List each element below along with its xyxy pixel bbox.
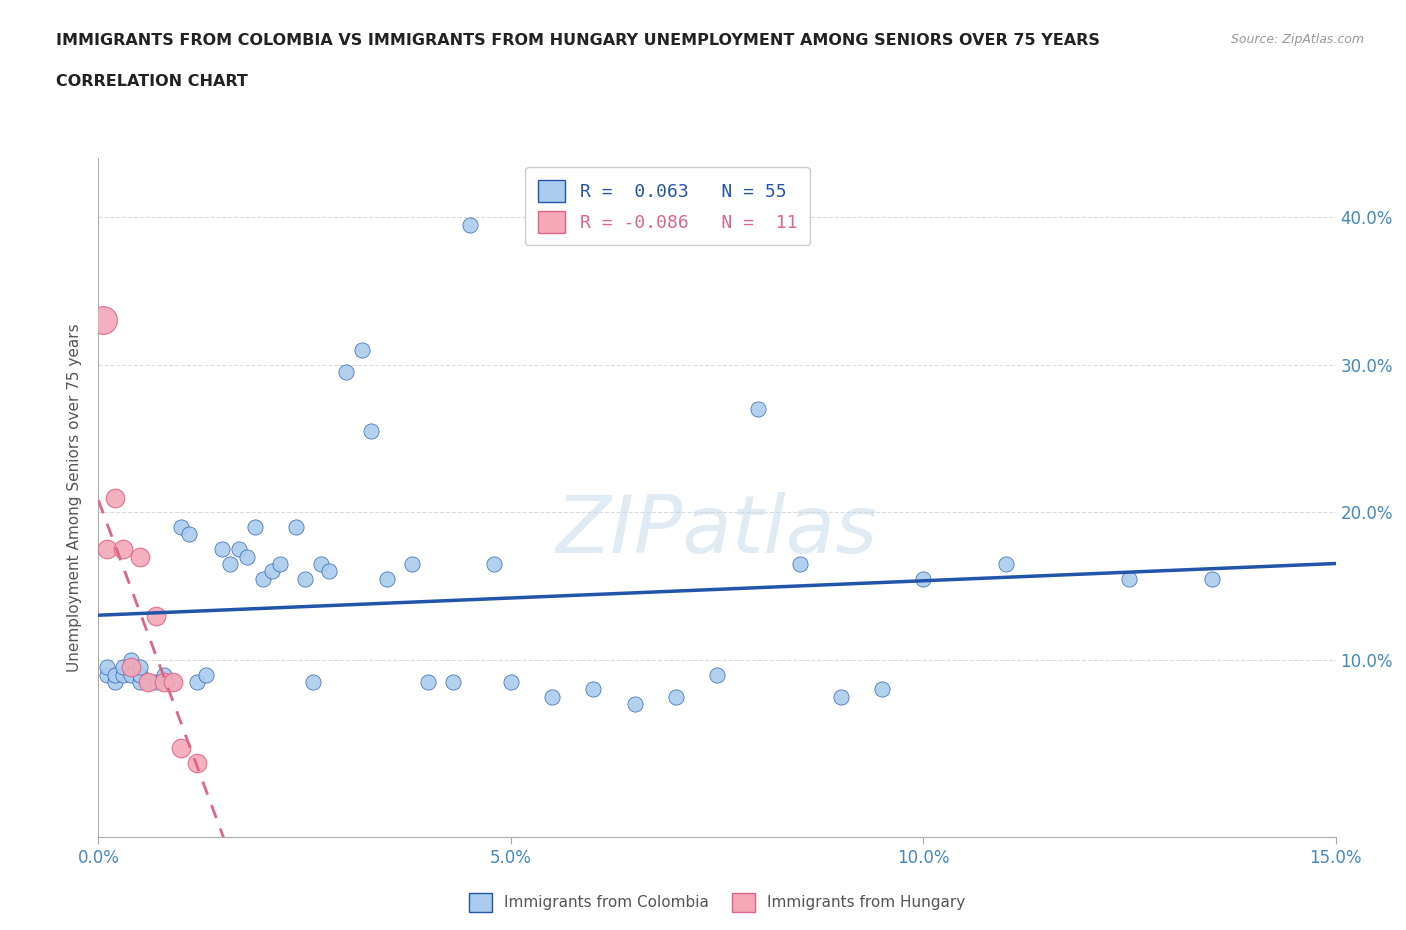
Point bbox=[104, 674, 127, 689]
Point bbox=[120, 660, 142, 675]
Point bbox=[128, 549, 150, 564]
Text: Source: ZipAtlas.com: Source: ZipAtlas.com bbox=[1230, 33, 1364, 46]
Point bbox=[360, 424, 382, 439]
Point bbox=[294, 571, 316, 586]
Point bbox=[375, 571, 398, 586]
Point bbox=[104, 667, 127, 682]
Point bbox=[136, 674, 159, 689]
Point bbox=[309, 556, 332, 571]
Point bbox=[179, 527, 201, 542]
Legend: Immigrants from Colombia, Immigrants from Hungary: Immigrants from Colombia, Immigrants fro… bbox=[463, 887, 972, 918]
Point bbox=[145, 674, 167, 689]
Point bbox=[91, 313, 114, 328]
Point bbox=[186, 756, 208, 771]
Point bbox=[96, 542, 118, 557]
Point bbox=[1118, 571, 1140, 586]
Point bbox=[194, 667, 217, 682]
Point bbox=[401, 556, 423, 571]
Text: ZIPatlas: ZIPatlas bbox=[555, 493, 879, 570]
Text: CORRELATION CHART: CORRELATION CHART bbox=[56, 74, 247, 89]
Point bbox=[912, 571, 935, 586]
Point bbox=[112, 660, 135, 675]
Point bbox=[499, 674, 522, 689]
Point bbox=[418, 674, 440, 689]
Point bbox=[541, 689, 564, 704]
Point bbox=[120, 667, 142, 682]
Point bbox=[128, 660, 150, 675]
Point bbox=[665, 689, 688, 704]
Point bbox=[128, 667, 150, 682]
Point bbox=[128, 674, 150, 689]
Point bbox=[170, 520, 193, 535]
Point bbox=[458, 217, 481, 232]
Point bbox=[162, 674, 184, 689]
Point bbox=[484, 556, 506, 571]
Point bbox=[96, 660, 118, 675]
Point bbox=[104, 490, 127, 505]
Point bbox=[441, 674, 464, 689]
Point bbox=[145, 608, 167, 623]
Point bbox=[120, 653, 142, 668]
Point bbox=[285, 520, 308, 535]
Y-axis label: Unemployment Among Seniors over 75 years: Unemployment Among Seniors over 75 years bbox=[67, 324, 83, 671]
Point bbox=[335, 365, 357, 379]
Point bbox=[186, 674, 208, 689]
Point bbox=[830, 689, 852, 704]
Point bbox=[162, 674, 184, 689]
Point bbox=[623, 697, 645, 711]
Point bbox=[170, 741, 193, 756]
Point bbox=[153, 667, 176, 682]
Point bbox=[1201, 571, 1223, 586]
Point bbox=[706, 667, 728, 682]
Point bbox=[318, 564, 340, 578]
Point bbox=[260, 564, 283, 578]
Point bbox=[228, 542, 250, 557]
Point bbox=[219, 556, 242, 571]
Point bbox=[582, 682, 605, 697]
Point bbox=[870, 682, 893, 697]
Point bbox=[994, 556, 1017, 571]
Point bbox=[269, 556, 291, 571]
Text: IMMIGRANTS FROM COLOMBIA VS IMMIGRANTS FROM HUNGARY UNEMPLOYMENT AMONG SENIORS O: IMMIGRANTS FROM COLOMBIA VS IMMIGRANTS F… bbox=[56, 33, 1099, 47]
Point bbox=[252, 571, 274, 586]
Point bbox=[243, 520, 266, 535]
Point bbox=[112, 542, 135, 557]
Point bbox=[236, 549, 259, 564]
Point bbox=[96, 667, 118, 682]
Point bbox=[789, 556, 811, 571]
Point bbox=[136, 674, 159, 689]
Point bbox=[211, 542, 233, 557]
Point bbox=[352, 342, 374, 357]
Point bbox=[747, 402, 769, 417]
Point bbox=[112, 667, 135, 682]
Point bbox=[153, 674, 176, 689]
Point bbox=[302, 674, 325, 689]
